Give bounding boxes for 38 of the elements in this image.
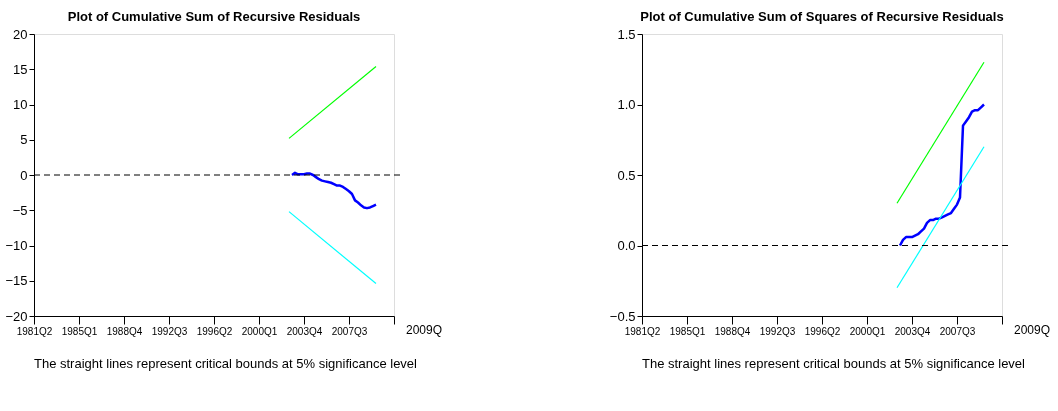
text: The straight lines represent critical bounds at 5% significance level: [642, 356, 1026, 371]
y-tick-label: 10: [13, 97, 28, 112]
y-tick-label: 0: [20, 167, 28, 183]
x-tick-label: 1988Q4: [714, 325, 751, 337]
y-tick-label: 5: [20, 132, 28, 148]
x-tick-label: 2000Q1: [849, 325, 886, 337]
y-tick-label: −0.5: [609, 308, 636, 324]
line-series: [290, 171, 378, 210]
y-tick-label: 1.5: [617, 26, 636, 42]
x-tick-label: 1996Q2: [804, 325, 841, 337]
x-tick-label: 1992Q3: [759, 325, 796, 337]
y-tick-label: 15: [13, 61, 28, 77]
x-tick-label: 1985Q1: [669, 325, 706, 337]
chart-title: Plot of Cumulative Sum of Squares of Recursive Residuals: [640, 9, 1004, 24]
x-tick-label: 1985Q1: [61, 325, 98, 337]
x-tick-label: 1988Q4: [106, 325, 143, 337]
x-tick-label: 1992Q3: [151, 325, 188, 337]
chart-title: Plot of Cumulative Sum of Recursive Residuals: [67, 9, 361, 24]
text: The straight lines represent critical bounds at 5% significance level: [34, 356, 418, 371]
y-tick-label: 0.5: [617, 167, 636, 183]
y-tick-label: 1.0: [617, 97, 636, 112]
x-tick-label: 1981Q2: [16, 325, 53, 337]
line-series: [898, 103, 986, 247]
text: 2009Q: [1014, 323, 1051, 337]
x-tick-label: 1996Q2: [196, 325, 233, 337]
y-tick-label: −15: [5, 273, 28, 289]
y-tick-label: −20: [5, 308, 28, 324]
x-tick-label: 1981Q2: [624, 325, 661, 337]
x-tick-label: 2007Q3: [331, 325, 368, 337]
x-tick-label: 2003Q4: [894, 325, 931, 337]
y-tick-label: −5: [12, 202, 28, 218]
y-tick-label: 0.0: [617, 238, 636, 253]
y-tick-label: −10: [5, 238, 28, 253]
x-tick-label: 2007Q3: [939, 325, 976, 337]
y-tick-label: 20: [13, 26, 28, 42]
x-tick-label: 2003Q4: [286, 325, 323, 337]
x-tick-label: 2000Q1: [241, 325, 278, 337]
text: 2009Q: [406, 323, 443, 337]
